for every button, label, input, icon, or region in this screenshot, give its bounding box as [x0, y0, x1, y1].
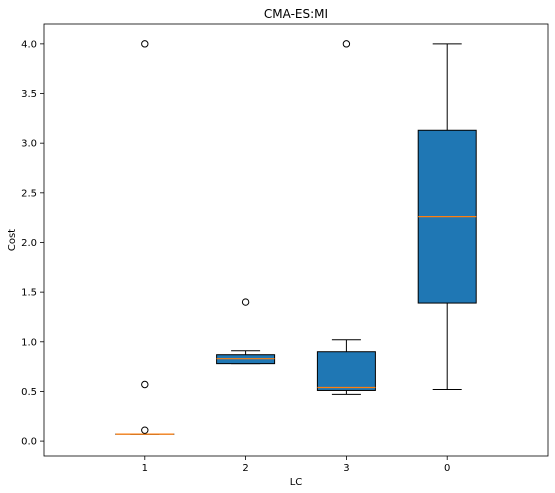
box-group-3	[316, 40, 376, 395]
iqr-box	[316, 351, 376, 391]
x-tick-label-1: 1	[142, 463, 148, 474]
y-tick-label-2: 1.0	[21, 337, 37, 348]
plot-area	[115, 40, 477, 435]
outlier-point-2	[141, 40, 149, 48]
y-axis-label: Cost	[7, 229, 18, 251]
x-tick-label-0: 0	[444, 463, 450, 474]
y-tick-label-0: 0.0	[21, 437, 37, 448]
y-tick-label-5: 2.5	[21, 188, 37, 199]
chart-title: CMA-ES:MI	[264, 7, 328, 21]
box-group-1	[115, 40, 175, 435]
y-tick-label-1: 0.5	[21, 387, 37, 398]
x-tick-label-2: 2	[242, 463, 248, 474]
y-tick-label-4: 2.0	[21, 238, 37, 249]
box-group-0	[417, 43, 477, 390]
outlier-point-1	[141, 380, 149, 389]
outlier-point-0	[342, 40, 351, 48]
y-tick-label-7: 3.5	[21, 89, 37, 100]
y-tick-label-8: 4.0	[21, 39, 37, 50]
y-tick-label-3: 1.5	[21, 288, 37, 299]
outlier-point-0	[141, 426, 149, 434]
y-tick-label-6: 3.0	[21, 139, 37, 150]
x-axis-label: LC	[290, 477, 303, 488]
x-tick-label-3: 3	[343, 463, 349, 474]
axes-frame	[43, 23, 549, 457]
box-group-2	[216, 298, 276, 365]
outlier-point-0	[241, 298, 250, 306]
